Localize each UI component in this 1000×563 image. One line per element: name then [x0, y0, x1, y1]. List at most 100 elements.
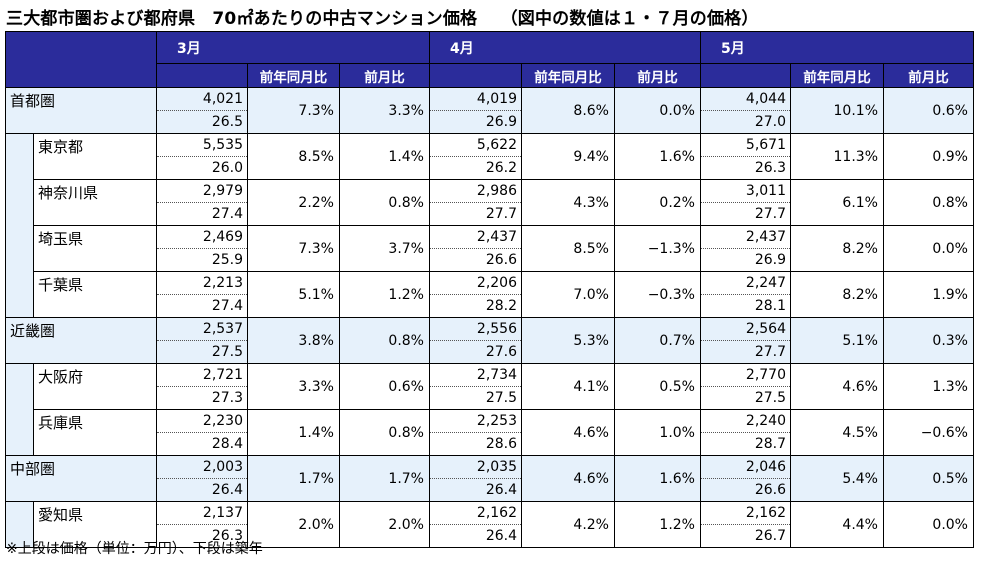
mom-col-header: 前月比 — [339, 63, 430, 88]
mom-change: 0.7% — [614, 317, 701, 364]
price-cell: 2,247 28.1 — [700, 271, 791, 318]
mom-change: 0.3% — [883, 317, 974, 364]
price-value: 2,035 — [430, 456, 521, 479]
building-age-value: 27.7 — [485, 206, 517, 222]
table-row: 千葉県 2,213 27.4 5.1% 1.2% 2,206 28.2 7.0% −0.3% 2,… — [5, 271, 974, 318]
price-cell: 5,535 26.0 — [156, 133, 248, 180]
price-value: 2,437 — [430, 226, 521, 249]
yoy-change: 4.4% — [790, 501, 884, 548]
table-row: 神奈川県 2,979 27.4 2.2% 0.8% 2,986 27.7 4.3% 0.2% 3,… — [5, 179, 974, 226]
yoy-change: 3.3% — [247, 363, 340, 410]
mom-change: 0.2% — [614, 179, 701, 226]
row-label: 兵庫県 — [33, 409, 157, 456]
price-value: 2,213 — [157, 272, 247, 295]
mom-change: 1.6% — [614, 455, 701, 502]
yoy-change: 8.5% — [521, 225, 615, 272]
building-age-value: 27.6 — [485, 344, 517, 360]
building-age-value: 27.4 — [211, 206, 243, 222]
price-cell: 2,206 28.2 — [429, 271, 522, 318]
price-value: 2,734 — [430, 364, 521, 387]
price-cell: 2,986 27.7 — [429, 179, 522, 226]
building-age-value: 28.4 — [211, 436, 243, 452]
mom-change: 0.5% — [614, 363, 701, 410]
building-age-value: 28.1 — [754, 298, 786, 314]
building-age-value: 26.3 — [211, 528, 243, 544]
building-age-value: 26.0 — [211, 160, 243, 176]
price-value: 2,137 — [157, 502, 247, 525]
building-age-value: 26.4 — [211, 482, 243, 498]
row-label: 東京都 — [33, 133, 157, 180]
price-cell: 4,019 26.9 — [429, 87, 522, 134]
price-value: 2,721 — [157, 364, 247, 387]
table-row: 中部圏 2,003 26.4 1.7% 1.7% 2,035 26.4 4.6% 1.6% 2,0… — [5, 455, 974, 502]
mom-change: 1.7% — [339, 455, 430, 502]
price-cell: 2,230 28.4 — [156, 409, 248, 456]
mom-change: 0.5% — [883, 455, 974, 502]
mom-change: 1.0% — [614, 409, 701, 456]
price-cell: 4,044 27.0 — [700, 87, 791, 134]
price-cell: 5,671 26.3 — [700, 133, 791, 180]
price-value: 2,469 — [157, 226, 247, 249]
row-label: 近畿圏 — [5, 317, 157, 364]
price-cell: 2,046 26.6 — [700, 455, 791, 502]
building-age-value: 28.6 — [485, 436, 517, 452]
price-cell: 2,162 26.7 — [700, 501, 791, 548]
table-row: 愛知県 2,137 26.3 2.0% 2.0% 2,162 26.4 4.2% 1.2% 2,1… — [5, 501, 974, 548]
yoy-change: 1.7% — [247, 455, 340, 502]
yoy-change: 4.3% — [521, 179, 615, 226]
mom-change: 0.8% — [883, 179, 974, 226]
building-age-value: 25.9 — [211, 252, 243, 268]
building-age-value: 27.7 — [754, 206, 786, 222]
yoy-col-header: 前年同月比 — [247, 63, 340, 88]
yoy-col-header: 前年同月比 — [790, 63, 884, 88]
price-cell: 2,437 26.6 — [429, 225, 522, 272]
yoy-change: 8.2% — [790, 271, 884, 318]
building-age-value: 27.5 — [485, 390, 517, 406]
price-cell: 2,537 27.5 — [156, 317, 248, 364]
mom-change: 0.8% — [339, 179, 430, 226]
price-value: 2,230 — [157, 410, 247, 433]
mom-change: 0.0% — [883, 501, 974, 548]
yoy-change: 8.6% — [521, 87, 615, 134]
yoy-change: 7.0% — [521, 271, 615, 318]
yoy-change: 7.3% — [247, 87, 340, 134]
price-cell: 2,253 28.6 — [429, 409, 522, 456]
row-label: 愛知県 — [33, 501, 157, 548]
table-row: 埼玉県 2,469 25.9 7.3% 3.7% 2,437 26.6 8.5% −1.3% 2,… — [5, 225, 974, 272]
mom-change: 1.2% — [339, 271, 430, 318]
price-value: 4,019 — [430, 88, 521, 111]
price-cell: 4,021 26.5 — [156, 87, 248, 134]
row-label: 大阪府 — [33, 363, 157, 410]
building-age-value: 26.7 — [754, 528, 786, 544]
yoy-change: 6.1% — [790, 179, 884, 226]
mom-change: 1.9% — [883, 271, 974, 318]
yoy-change: 9.4% — [521, 133, 615, 180]
yoy-change: 4.6% — [521, 409, 615, 456]
building-age-value: 28.2 — [485, 298, 517, 314]
price-value: 4,044 — [701, 88, 790, 111]
building-age-value: 26.6 — [754, 482, 786, 498]
building-age-value: 27.7 — [754, 344, 786, 360]
mom-change: −0.6% — [883, 409, 974, 456]
yoy-change: 5.1% — [790, 317, 884, 364]
mom-change: 1.3% — [883, 363, 974, 410]
mom-change: 3.7% — [339, 225, 430, 272]
price-value: 2,247 — [701, 272, 790, 295]
mom-change: 1.4% — [339, 133, 430, 180]
month-header: 5月 — [700, 31, 974, 64]
price-cell: 2,003 26.4 — [156, 455, 248, 502]
price-value: 2,046 — [701, 456, 790, 479]
yoy-col-header: 前年同月比 — [521, 63, 615, 88]
price-value: 2,556 — [430, 318, 521, 341]
price-cell: 2,137 26.3 — [156, 501, 248, 548]
price-cell: 2,213 27.4 — [156, 271, 248, 318]
row-label: 埼玉県 — [33, 225, 157, 272]
row-indent — [5, 501, 34, 548]
mom-col-header: 前月比 — [614, 63, 701, 88]
building-age-value: 27.5 — [754, 390, 786, 406]
yoy-change: 8.2% — [790, 225, 884, 272]
price-cell: 2,770 27.5 — [700, 363, 791, 410]
row-indent — [5, 409, 34, 456]
building-age-value: 26.2 — [485, 160, 517, 176]
row-indent — [5, 225, 34, 272]
